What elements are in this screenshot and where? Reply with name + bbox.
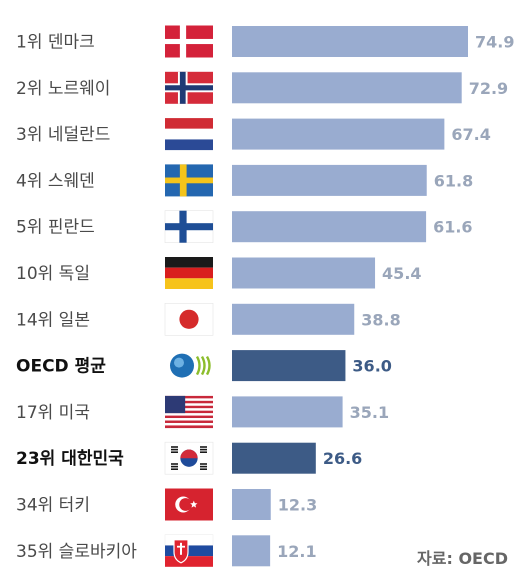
value-label: 26.6	[323, 449, 362, 468]
bar-row: 23위 대한민국 26.6	[16, 441, 362, 475]
bar	[232, 164, 427, 196]
bar	[232, 118, 445, 150]
japan-flag	[164, 302, 214, 336]
category-label: 5위 핀란드	[16, 218, 95, 238]
bar	[232, 350, 346, 382]
slovakia-flag	[164, 534, 214, 567]
bar-row: 17위 미국 35.1	[16, 395, 389, 429]
value-label: 12.3	[278, 496, 317, 515]
bar-row: 1위 덴마크 74.9	[16, 25, 514, 58]
bar-row: 35위 슬로바키아 12.1	[16, 534, 317, 567]
bar	[232, 257, 376, 289]
bar-row: 2위 노르웨이 72.9	[16, 71, 508, 104]
value-label: 67.4	[451, 125, 490, 144]
value-label: 61.8	[434, 171, 473, 190]
category-label: 4위 스웨덴	[16, 171, 95, 191]
value-label: 35.1	[350, 403, 389, 422]
bar-row: 14위 일본 38.8	[16, 302, 401, 336]
denmark-flag	[165, 25, 213, 58]
category-label: 1위 덴마크	[16, 33, 95, 53]
bar-row: 5위 핀란드 61.6	[16, 210, 473, 243]
category-label: OECD 평균	[16, 357, 106, 377]
value-label: 61.6	[433, 218, 472, 237]
category-label: 17위 미국	[16, 403, 90, 423]
value-label: 45.4	[382, 264, 421, 283]
korea-flag	[164, 441, 214, 475]
bar	[232, 489, 271, 520]
germany-flag	[165, 257, 213, 289]
bar	[232, 303, 355, 335]
sweden-flag	[165, 164, 213, 197]
bar	[232, 211, 427, 243]
bar	[232, 26, 468, 57]
category-label: 3위 네덜란드	[16, 125, 110, 145]
bar	[232, 442, 316, 474]
bar	[232, 72, 462, 104]
turkey-flag	[165, 488, 213, 521]
usa-flag	[165, 395, 213, 429]
norway-flag	[165, 71, 213, 104]
source-note: 자료: OECD	[417, 549, 508, 568]
category-label: 10위 독일	[16, 264, 90, 284]
category-label: 2위 노르웨이	[16, 79, 110, 99]
bar-row: 3위 네덜란드 67.4	[16, 118, 491, 151]
category-label: 34위 터키	[16, 496, 90, 516]
category-label: 14위 일본	[16, 310, 90, 330]
bar	[232, 535, 271, 567]
value-label: 36.0	[352, 357, 391, 376]
bar	[232, 396, 343, 428]
netherlands-flag	[165, 118, 213, 151]
bar-row: 34위 터키 12.3	[16, 488, 317, 521]
bar-row: OECD 평균 36.0	[16, 350, 392, 382]
value-label: 74.9	[475, 33, 514, 52]
category-label: 35위 슬로바키아	[16, 542, 137, 562]
value-label: 12.1	[277, 542, 316, 561]
bar-row: 4위 스웨덴 61.8	[16, 164, 473, 197]
value-label: 72.9	[469, 79, 508, 98]
oecd-logo	[170, 353, 211, 378]
finland-flag	[164, 210, 214, 243]
category-label: 23위 대한민국	[16, 449, 124, 469]
chart-rows: 1위 덴마크 74.9 2위 노르웨이 72.9 3위 네덜란드 67.4 4위 스웨덴 61…	[16, 25, 514, 567]
bar-row: 10위 독일 45.4	[16, 257, 422, 289]
value-label: 38.8	[361, 310, 400, 329]
